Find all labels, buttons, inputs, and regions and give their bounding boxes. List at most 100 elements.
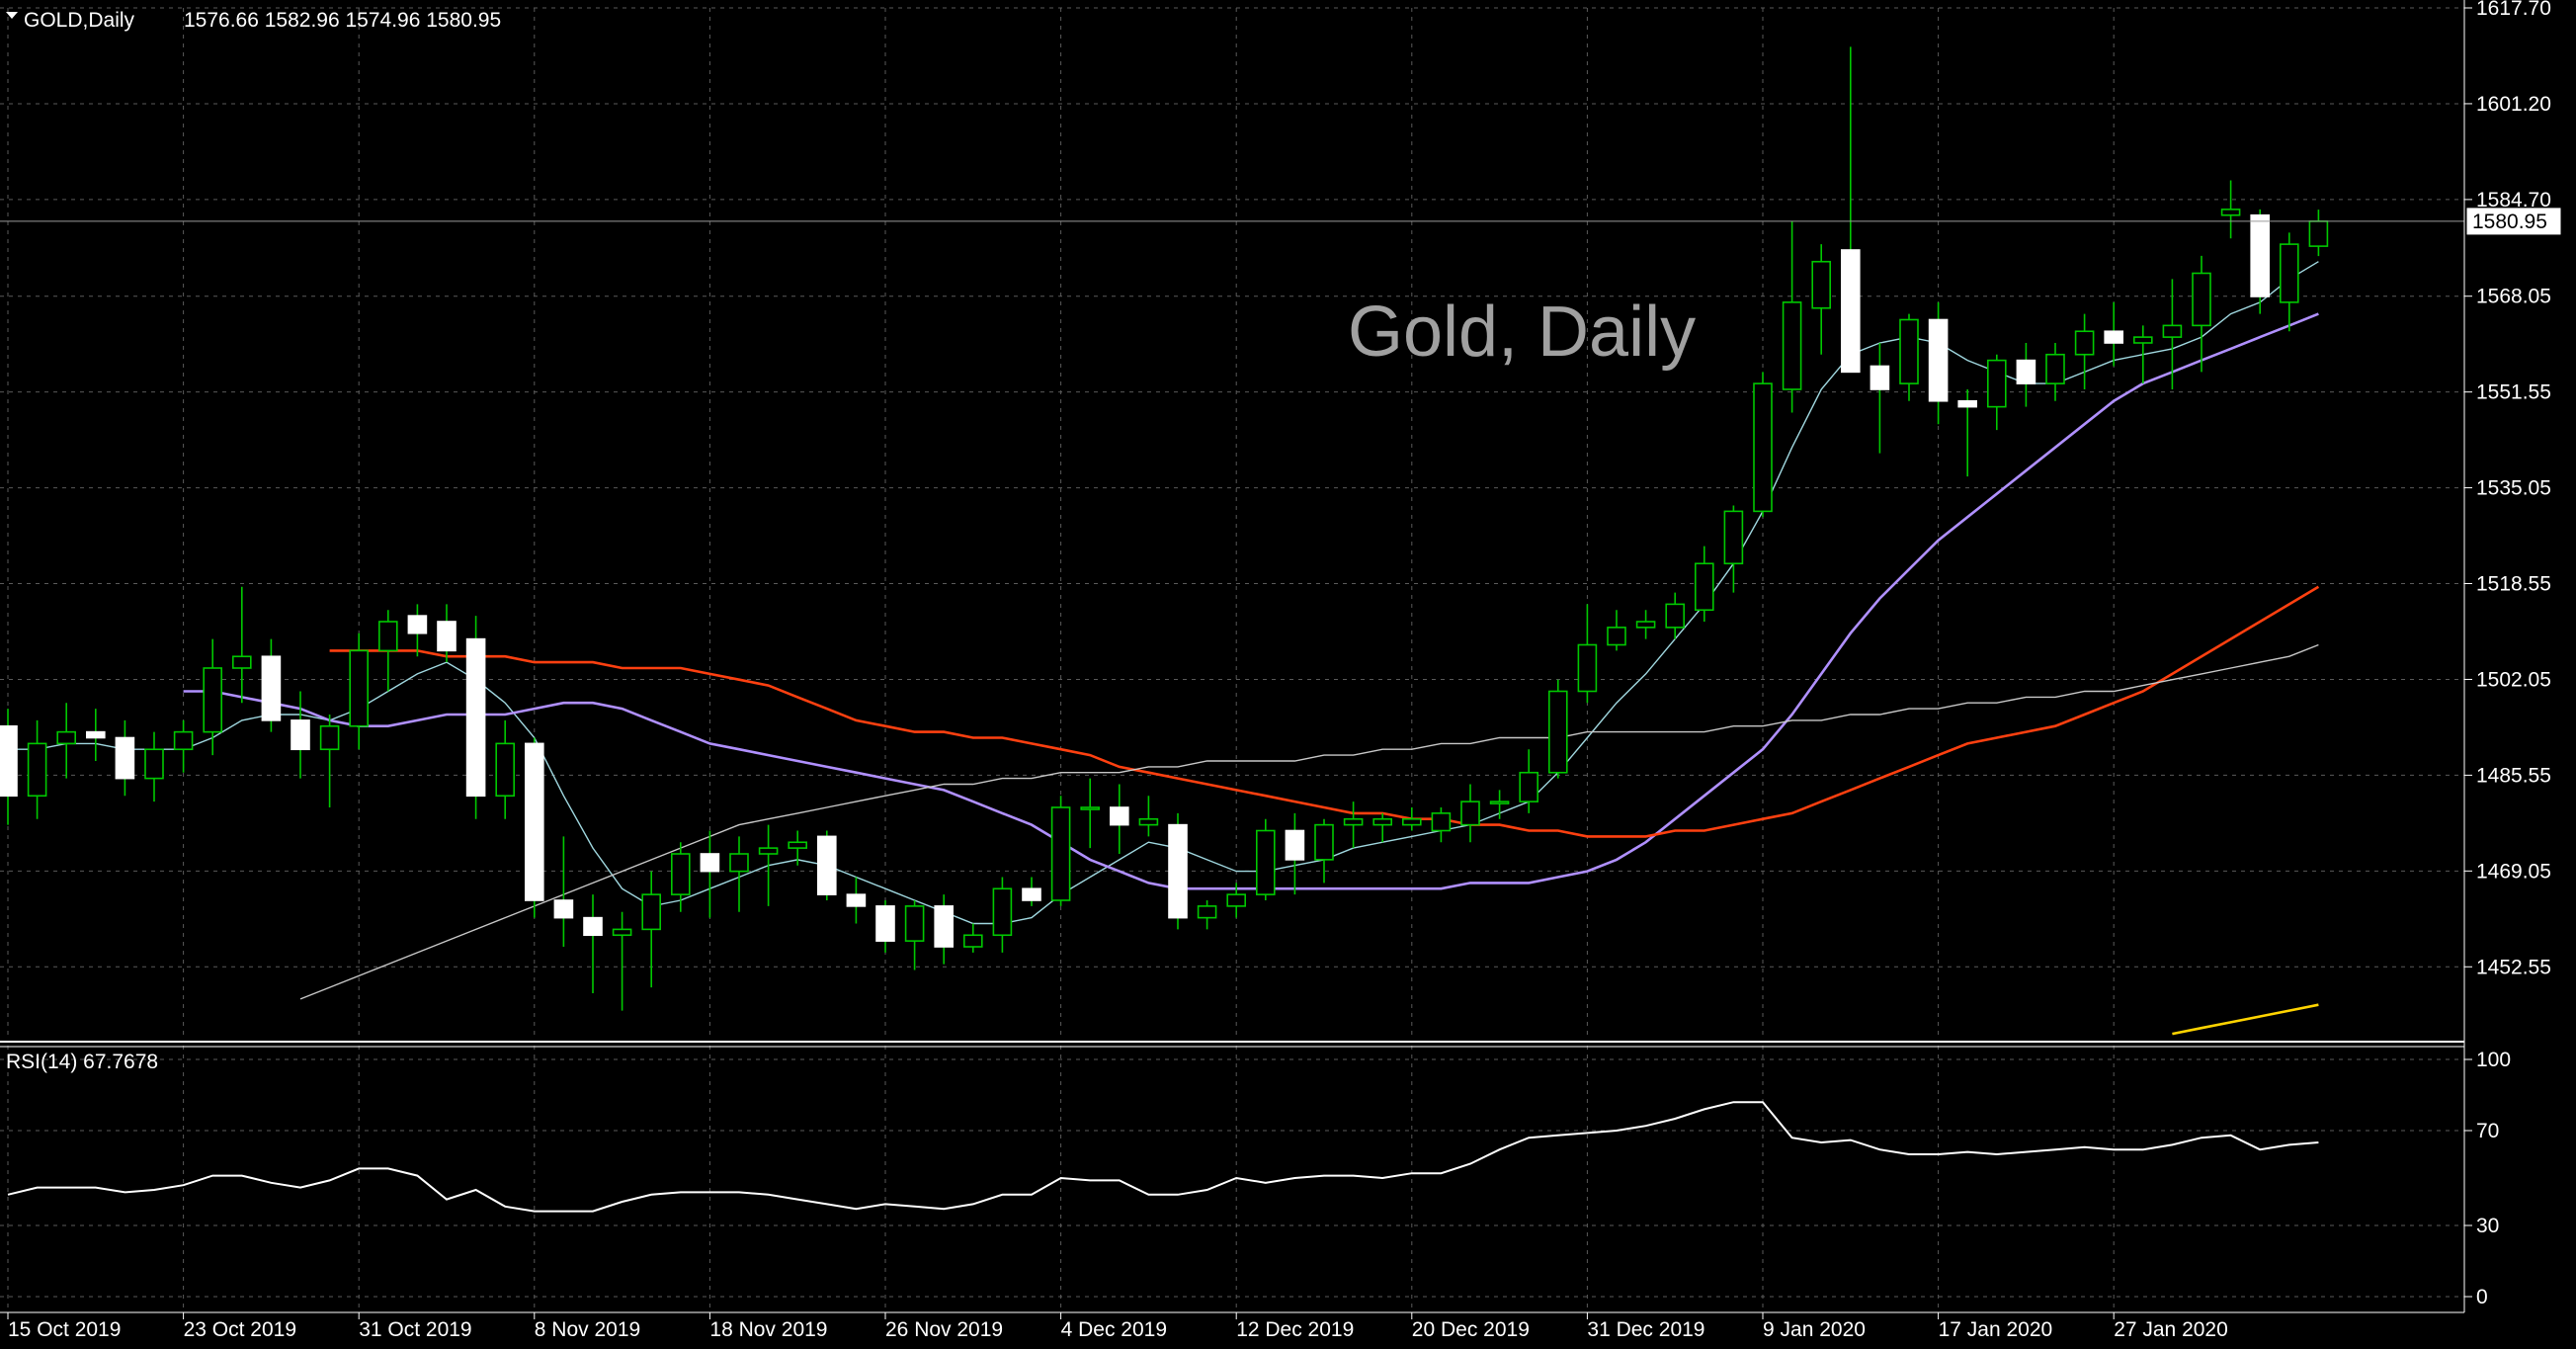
bear-candle — [934, 894, 955, 965]
dropdown-triangle-icon[interactable] — [6, 12, 18, 19]
price-tick-label: 1584.70 — [2476, 189, 2551, 211]
candle-body — [56, 730, 77, 745]
candle-body — [2074, 330, 2095, 356]
price-panel[interactable]: Gold, Daily GOLD,Daily 1576.66 1582.96 1… — [0, 7, 2464, 1040]
candle-body — [261, 655, 282, 721]
bull-candle — [495, 719, 516, 819]
price-tick-label: 1518.55 — [2476, 573, 2551, 596]
bear-candle — [2250, 209, 2270, 314]
candle-body — [583, 916, 603, 937]
bull-candle — [612, 911, 632, 1011]
moving-average-ma-yellow — [2172, 1003, 2319, 1036]
candle-body — [2308, 220, 2329, 247]
candle-body — [203, 667, 222, 733]
chart-watermark: Gold, Daily — [1348, 293, 1696, 372]
candle-body — [349, 649, 370, 727]
candle-body — [2104, 330, 2123, 344]
bull-candle — [56, 703, 77, 779]
candle-body — [1841, 249, 1861, 374]
bull-candle — [2308, 210, 2329, 257]
candle-body — [1343, 817, 1364, 826]
bull-candle — [1695, 546, 1714, 622]
candle-body — [934, 905, 955, 948]
bull-candle — [27, 719, 47, 819]
bull-candle — [1050, 796, 1071, 906]
candle-body — [729, 853, 749, 873]
rsi-line — [7, 1101, 2319, 1213]
bull-candle — [1782, 220, 1802, 413]
candle-body — [700, 853, 720, 873]
bull-candle — [1314, 818, 1334, 884]
moving-average-ma-slow — [329, 585, 2320, 838]
bull-candle — [2192, 255, 2211, 373]
bull-candle — [1811, 244, 1831, 355]
bull-candle — [1372, 812, 1392, 843]
rsi-panel[interactable]: RSI(14) 67.7678 — [0, 1046, 2464, 1312]
bull-candle — [904, 899, 925, 970]
bull-candle — [1607, 610, 1626, 651]
bear-candle — [1285, 812, 1305, 895]
candle-body — [144, 748, 164, 780]
price-tick-label: 1452.55 — [2476, 956, 2551, 978]
symbol-label: GOLD,Daily — [24, 9, 135, 32]
bull-candle — [2280, 232, 2299, 332]
candle-body — [1050, 806, 1071, 901]
candle-body — [1168, 823, 1188, 919]
candle-body — [1489, 801, 1510, 804]
candle-body — [1431, 812, 1452, 832]
candle-body — [553, 899, 574, 919]
bear-candle — [1022, 877, 1041, 906]
candle-body — [962, 934, 983, 948]
bear-candle — [2104, 301, 2123, 367]
time-tick-label: 20 Dec 2019 — [1412, 1318, 1530, 1341]
bear-candle — [115, 719, 135, 797]
bull-candle — [1138, 796, 1159, 837]
bull-candle — [349, 632, 370, 750]
candle-body — [846, 893, 867, 907]
bull-candle — [670, 842, 691, 912]
current-price-value: 1580.95 — [2472, 211, 2547, 233]
bull-candle — [1577, 604, 1598, 704]
candle-body — [1460, 801, 1480, 826]
bear-candle — [2016, 342, 2036, 407]
candle-body — [1811, 260, 1831, 309]
candle-body — [1577, 643, 1598, 693]
candle-body — [612, 928, 632, 937]
candle-body — [2162, 324, 2183, 338]
bull-candle — [1548, 679, 1568, 779]
candle-body — [1695, 562, 1714, 612]
current-price-box — [2465, 207, 2562, 236]
candle-body — [2133, 336, 2153, 344]
bear-candle — [291, 691, 310, 779]
price-tick-label: 1568.05 — [2476, 286, 2551, 308]
candle-body — [1138, 817, 1159, 826]
bull-candle — [2133, 325, 2153, 384]
bear-candle — [583, 894, 603, 993]
time-tick-label: 23 Oct 2019 — [184, 1318, 296, 1341]
candle-body — [115, 736, 135, 780]
candle-body — [27, 742, 47, 798]
bear-candle — [1168, 812, 1188, 930]
rsi-tick-label: 100 — [2476, 1049, 2511, 1071]
bull-candle — [203, 638, 222, 756]
bear-candle — [465, 616, 486, 819]
time-axis: 15 Oct 2019 23 Oct 2019 31 Oct 2019 8 Nov 2… — [8, 1318, 2228, 1341]
bull-candle — [1256, 818, 1276, 900]
rsi-tick-label: 70 — [2476, 1120, 2499, 1142]
moving-average-ma-long — [299, 643, 2319, 1000]
candle-body — [1519, 771, 1538, 802]
bull-candle — [1665, 592, 1685, 639]
candle-body — [992, 887, 1013, 937]
bull-candle — [1402, 806, 1422, 831]
candle-body — [232, 655, 252, 669]
rsi-axis: 100 70 30 0 — [2476, 1049, 2511, 1308]
bull-candle — [1635, 610, 1656, 639]
bull-candle — [377, 610, 398, 692]
candle-body — [1256, 829, 1276, 895]
candle-body — [1607, 627, 1626, 646]
candle-body — [1723, 510, 1744, 565]
candle-body — [641, 893, 662, 931]
bull-candle — [2220, 180, 2241, 239]
candle-body — [86, 730, 106, 739]
